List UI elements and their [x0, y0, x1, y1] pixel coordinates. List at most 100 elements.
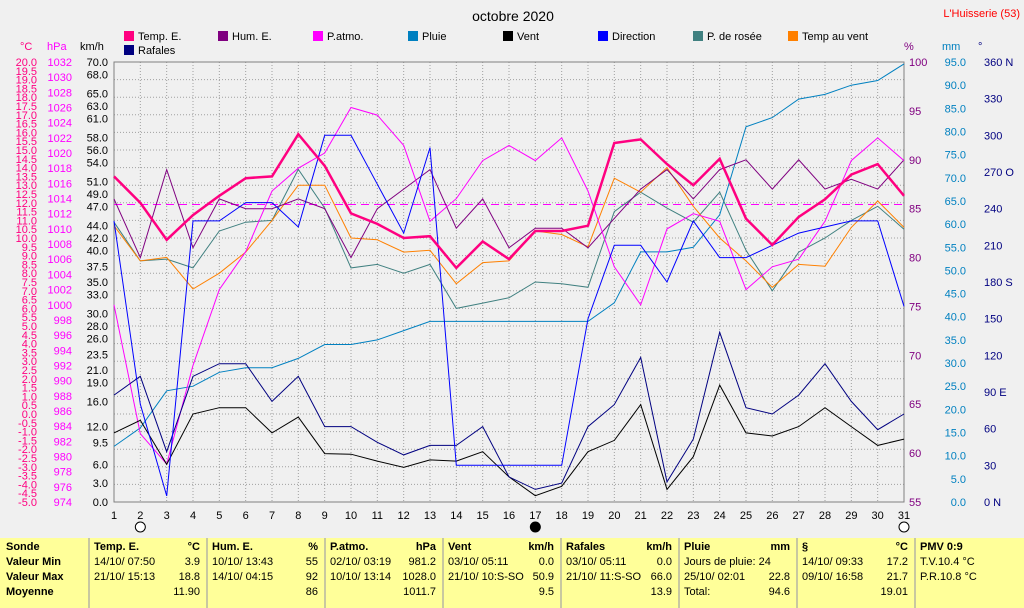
hum-min-val: 55 [305, 556, 318, 568]
rain-tick-label: 5.0 [951, 474, 966, 486]
temp-max-val: 18.8 [178, 571, 200, 583]
pmv-pr: P.R.10.8 °C [920, 571, 977, 583]
temp-tick-label: 10.0 [16, 233, 37, 245]
temp-tick-label: -2.0 [18, 444, 37, 456]
wind-tick-label: 19.0 [87, 378, 108, 390]
legend-swatch [503, 31, 513, 41]
rain-tick-label: 55.0 [945, 242, 966, 254]
x-tick-label: 14 [450, 510, 462, 522]
temp-tick-label: 13.0 [16, 180, 37, 192]
patmo-unit: hPa [415, 541, 436, 553]
chart-title: octobre 2020 [472, 8, 554, 24]
patmo-tick-label: 1012 [48, 209, 72, 221]
legend-rosee: P. de rosée [693, 31, 762, 43]
stats-patmo: P.atmo. hPa 02/10/ 03:19 981.2 10/10/ 13:1… [330, 540, 440, 606]
x-tick-label: 29 [845, 510, 857, 522]
temp-tick-label: -5.0 [18, 497, 37, 509]
rain-tick-label: 75.0 [945, 150, 966, 162]
temp-tick-label: 5.0 [22, 321, 37, 333]
legend-swatch [598, 31, 608, 41]
temp-tick-label: 14.0 [16, 163, 37, 175]
legend-label: Vent [517, 31, 540, 43]
legend-hum: Hum. E. [218, 31, 272, 43]
patmo-tick-label: 1010 [48, 224, 72, 236]
patmo-tick-label: 976 [54, 482, 72, 494]
x-tick-label: 27 [793, 510, 805, 522]
patmo-tick-label: 980 [54, 451, 72, 463]
temp-min-val: 3.9 [184, 556, 200, 568]
legend-temp: Temp. E. [124, 31, 181, 43]
pmv-tv: T.V.10.4 °C [920, 556, 975, 568]
temp-tick-label: -1.5 [18, 435, 37, 447]
wind-tick-label: 21.0 [87, 365, 108, 377]
legend-swatch [408, 31, 418, 41]
stats-temp: Temp. E. °C 14/10/ 07:50 3.9 21/10/ 15:13 1… [94, 540, 204, 606]
x-tick-label: 7 [269, 510, 275, 522]
dir-tick-label: 270 O [984, 167, 1014, 179]
temp-max-date: 21/10/ 15:13 [94, 571, 156, 583]
divider [560, 538, 562, 608]
pluie-max-date: 25/10/ 02:01 [684, 571, 746, 583]
misc-max-val: 21.7 [886, 571, 908, 583]
patmo-tick-label: 1002 [48, 285, 72, 297]
patmo-tick-label: 1032 [48, 57, 72, 69]
misc-min-val: 17.2 [886, 556, 908, 568]
dir-tick-label: 330 [984, 94, 1002, 106]
temp-tick-label: 15.0 [16, 145, 37, 157]
patmo-tick-label: 990 [54, 376, 72, 388]
new-moon-outline-marker [134, 521, 146, 533]
hum-avg: 86 [305, 586, 318, 598]
wind-tick-label: 0.0 [93, 497, 108, 509]
wind-tick-label: 54.0 [87, 158, 108, 170]
legend-swatch [788, 31, 798, 41]
rafales-max-val: 66.0 [650, 571, 672, 583]
stats-misc: § °C 14/10/ 09:33 17.2 09/10/ 16:58 21.7 19… [802, 540, 912, 606]
temp-tick-label: 16.5 [16, 119, 37, 131]
rain-tick-label: 45.0 [945, 289, 966, 301]
temp-tick-label: 3.5 [22, 347, 37, 359]
temp-tick-label: 13.5 [16, 171, 37, 183]
misc-unit: °C [895, 541, 908, 553]
x-tick-label: 5 [216, 510, 222, 522]
temp-tick-label: 16.0 [16, 127, 37, 139]
wind-tick-label: 56.0 [87, 145, 108, 157]
temp-tick-label: -4.5 [18, 488, 37, 500]
hum-tick-label: 80 [909, 253, 921, 265]
wind-tick-label: 51.0 [87, 176, 108, 188]
temp-tick-label: 17.0 [16, 110, 37, 122]
label-sonde: Sonde [6, 541, 40, 553]
x-tick-label: 30 [872, 510, 884, 522]
temp-tick-label: 8.5 [22, 259, 37, 271]
patmo-tick-label: 978 [54, 467, 72, 479]
patmo-tick-label: 986 [54, 406, 72, 418]
patmo-tick-label: 982 [54, 436, 72, 448]
legend-swatch [124, 45, 134, 55]
temp-tick-label: 10.5 [16, 224, 37, 236]
label-max: Valeur Max [6, 571, 64, 583]
hum-axis-unit: % [904, 41, 914, 53]
x-tick-label: 26 [766, 510, 778, 522]
series-temp-e [113, 132, 905, 270]
x-tick-label: 23 [687, 510, 699, 522]
hum-tick-label: 60 [909, 448, 921, 460]
x-tick-label: 9 [322, 510, 328, 522]
rafales-title: Rafales [566, 541, 606, 553]
vent-avg: 9.5 [538, 586, 554, 598]
legend-label: Temp. E. [138, 31, 182, 43]
rafales-min-val: 0.0 [656, 556, 672, 568]
hum-tick-label: 95 [909, 106, 921, 118]
dir-axis-unit: ° [978, 41, 982, 53]
stats-hum: Hum. E.% 10/10/ 13:43 55 14/10/ 04:15 92 8… [212, 540, 322, 606]
rafales-unit: km/h [646, 541, 672, 553]
patmo-tick-label: 1014 [48, 194, 72, 206]
x-tick-label: 19 [582, 510, 594, 522]
wind-tick-label: 6.0 [93, 459, 108, 471]
dir-tick-label: 60 [984, 424, 996, 436]
stats-pmv: PMV 0:9 T.V.10.4 °C P.R.10.8 °C [920, 540, 1020, 606]
temp-tick-label: 6.5 [22, 295, 37, 307]
temp-tick-label: 4.0 [22, 339, 37, 351]
misc-title: § [802, 541, 809, 553]
pluie-title: Pluie [684, 541, 711, 553]
legend-vent: Vent [503, 31, 539, 43]
wind-tick-label: 37.5 [87, 261, 108, 273]
